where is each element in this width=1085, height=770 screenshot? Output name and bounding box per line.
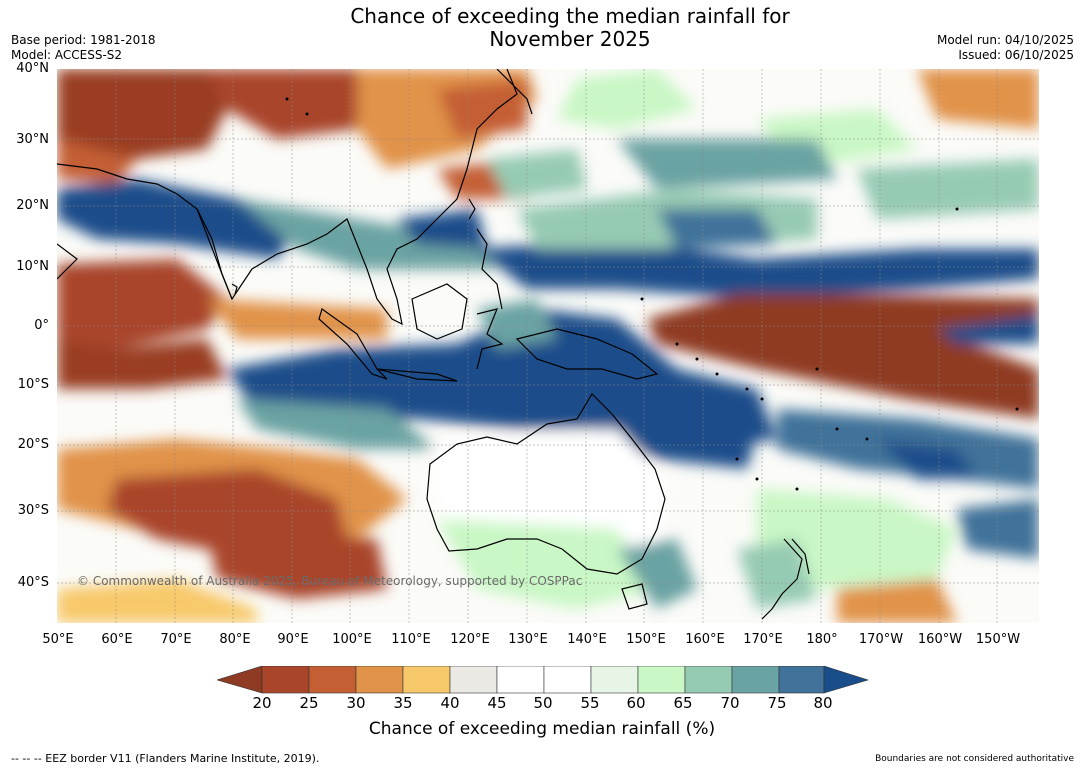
lon-label: 90°E xyxy=(277,632,309,647)
colorbar-tick: 60 xyxy=(626,694,646,712)
colorbar-bin xyxy=(308,665,357,694)
copyright-notice: © Commonwealth of Australia 2025, Bureau… xyxy=(77,574,583,588)
grid-lines xyxy=(57,69,1039,623)
lon-label: 150°W xyxy=(975,632,1021,647)
lat-label: 20°N xyxy=(16,198,49,213)
colorbar-tick: 40 xyxy=(440,694,460,712)
colorbar-swatches xyxy=(215,665,870,694)
colorbar-tick: 25 xyxy=(299,694,319,712)
lat-label: 30°N xyxy=(16,132,49,147)
title-line-2: November 2025 xyxy=(489,27,651,51)
colorbar-low-arrow xyxy=(215,665,263,694)
lon-label: 150°E xyxy=(626,632,666,647)
colorbar-bin xyxy=(355,665,404,694)
colorbar xyxy=(215,665,870,698)
lat-label: 40°S xyxy=(17,575,49,590)
colorbar-bin xyxy=(637,665,686,694)
lat-label: 0° xyxy=(34,318,49,333)
meta-right: Model run: 04/10/2025 Issued: 06/10/2025 xyxy=(937,33,1074,63)
lon-label: 50°E xyxy=(42,632,74,647)
colorbar-bin xyxy=(731,665,780,694)
colorbar-bin xyxy=(778,665,825,694)
colorbar-title: Chance of exceeding median rainfall (%) xyxy=(368,719,716,739)
map-canvas xyxy=(57,69,1039,623)
lon-label: 170°W xyxy=(858,632,904,647)
colorbar-tick: 50 xyxy=(533,694,553,712)
lon-label: 170°E xyxy=(743,632,783,647)
lat-label: 40°N xyxy=(16,61,49,76)
colorbar-tick: 75 xyxy=(767,694,787,712)
base-period: Base period: 1981-2018 xyxy=(11,33,156,47)
colorbar-bin xyxy=(449,665,498,694)
coastlines xyxy=(57,69,810,620)
colorbar-bin xyxy=(543,665,592,694)
colorbar-tick: 45 xyxy=(487,694,507,712)
colorbar-tick: 80 xyxy=(813,694,833,712)
islands xyxy=(285,97,1019,491)
lon-label: 120°E xyxy=(450,632,490,647)
model-run: Model run: 04/10/2025 xyxy=(936,33,1074,47)
colorbar-tick: 35 xyxy=(393,694,413,712)
map-title: Chance of exceeding the median rainfall … xyxy=(0,5,1085,51)
boundaries-disclaimer: Boundaries are not considered authoritat… xyxy=(875,754,1074,764)
lon-label: 80°E xyxy=(219,632,251,647)
meta-left: Base period: 1981-2018 Model: ACCESS-S2 xyxy=(11,33,156,63)
lat-label: 10°N xyxy=(16,259,49,274)
lat-label: 20°S xyxy=(17,437,49,452)
eez-border-note: -- -- -- EEZ border V11 (Flanders Marine… xyxy=(11,752,320,765)
colorbar-tick: 55 xyxy=(580,694,600,712)
colorbar-bin xyxy=(590,665,639,694)
lon-label: 180° xyxy=(806,632,838,647)
colorbar-tick: 65 xyxy=(673,694,693,712)
lon-label: 160°W xyxy=(917,632,963,647)
lon-label: 60°E xyxy=(101,632,133,647)
rainfall-field xyxy=(57,69,1039,623)
colorbar-tick: 30 xyxy=(346,694,366,712)
lat-label: 10°S xyxy=(17,377,49,392)
model-name: Model: ACCESS-S2 xyxy=(11,48,123,62)
colorbar-bin xyxy=(261,665,310,694)
colorbar-high-arrow xyxy=(823,665,870,694)
lon-label: 110°E xyxy=(391,632,431,647)
lon-label: 130°E xyxy=(508,632,548,647)
lon-label: 160°E xyxy=(685,632,725,647)
colorbar-tick: 20 xyxy=(252,694,272,712)
lon-label: 70°E xyxy=(160,632,192,647)
title-line-1: Chance of exceeding the median rainfall … xyxy=(350,4,790,28)
lon-label: 100°E xyxy=(332,632,372,647)
colorbar-bin xyxy=(402,665,451,694)
issued-date: Issued: 06/10/2025 xyxy=(958,48,1074,62)
lon-label: 140°E xyxy=(567,632,607,647)
colorbar-tick: 70 xyxy=(720,694,740,712)
rainfall-map xyxy=(57,69,1039,623)
lat-label: 30°S xyxy=(17,503,49,518)
colorbar-bin xyxy=(684,665,733,694)
colorbar-bin xyxy=(496,665,545,694)
